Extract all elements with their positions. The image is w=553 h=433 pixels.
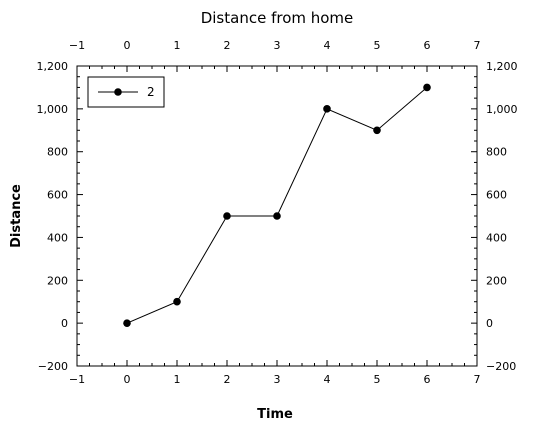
y-tick-label-left: 0 [61, 317, 68, 330]
data-point [173, 297, 181, 306]
y-tick-label-right: 0 [486, 317, 493, 330]
x-tick-label-bottom: 2 [224, 373, 231, 386]
y-tick-label-right: 200 [486, 274, 507, 287]
x-tick-label-top: 4 [324, 39, 331, 52]
series-layer [123, 83, 431, 327]
y-tick-label-right: −200 [486, 360, 516, 373]
x-tick-label-bottom: 6 [424, 373, 431, 386]
y-tick-label-left: 200 [47, 274, 68, 287]
chart-title: Distance from home [201, 9, 354, 27]
data-point [273, 212, 281, 220]
x-tick-label-top: 0 [124, 39, 131, 52]
x-tick-label-top: 3 [274, 39, 281, 52]
legend-label: 2 [147, 85, 155, 99]
y-tick-label-right: 1,000 [486, 103, 518, 116]
axis-tick-labels: −1 −1 0 0 1 1 2 2 3 3 4 4 5 5 6 6 7 7 −200 −200 0 0 200 200 400 4… [37, 39, 518, 386]
y-tick-label-right: 1,200 [486, 60, 518, 73]
x-tick-label-bottom: 4 [324, 373, 331, 386]
data-point [323, 105, 331, 113]
x-tick-label-bottom: 3 [274, 373, 281, 386]
series-line [126, 87, 428, 324]
y-tick-label-left: 800 [47, 146, 68, 159]
y-tick-label-right: 800 [486, 146, 507, 159]
data-point [223, 212, 231, 220]
y-tick-label-left: 600 [47, 189, 68, 202]
y-tick-label-right: 400 [486, 231, 507, 244]
y-tick-label-left: 1,000 [37, 103, 69, 116]
x-tick-label-bottom: 5 [374, 373, 381, 386]
y-axis-title: Distance [9, 184, 24, 248]
data-point [123, 319, 131, 327]
y-tick-label-right: 600 [486, 189, 507, 202]
x-axis-title: Time [257, 407, 293, 422]
legend: 2 [87, 76, 165, 108]
legend-marker-swatch [114, 88, 122, 96]
x-tick-label-bottom: −1 [69, 373, 85, 386]
x-tick-label-top: 1 [174, 39, 181, 52]
x-tick-label-bottom: 0 [124, 373, 131, 386]
x-tick-label-top: 5 [374, 39, 381, 52]
x-tick-label-top: 7 [474, 39, 481, 52]
y-tick-label-left: 1,200 [37, 60, 69, 73]
x-tick-label-bottom: 1 [174, 373, 181, 386]
x-tick-label-top: 6 [424, 39, 431, 52]
x-tick-label-top: −1 [69, 39, 85, 52]
y-tick-label-left: 400 [47, 231, 68, 244]
x-tick-label-bottom: 7 [474, 373, 481, 386]
axis-ticks [76, 65, 478, 367]
data-point [373, 126, 381, 135]
y-tick-label-left: −200 [38, 360, 68, 373]
data-point [423, 83, 431, 92]
x-tick-label-top: 2 [224, 39, 231, 52]
